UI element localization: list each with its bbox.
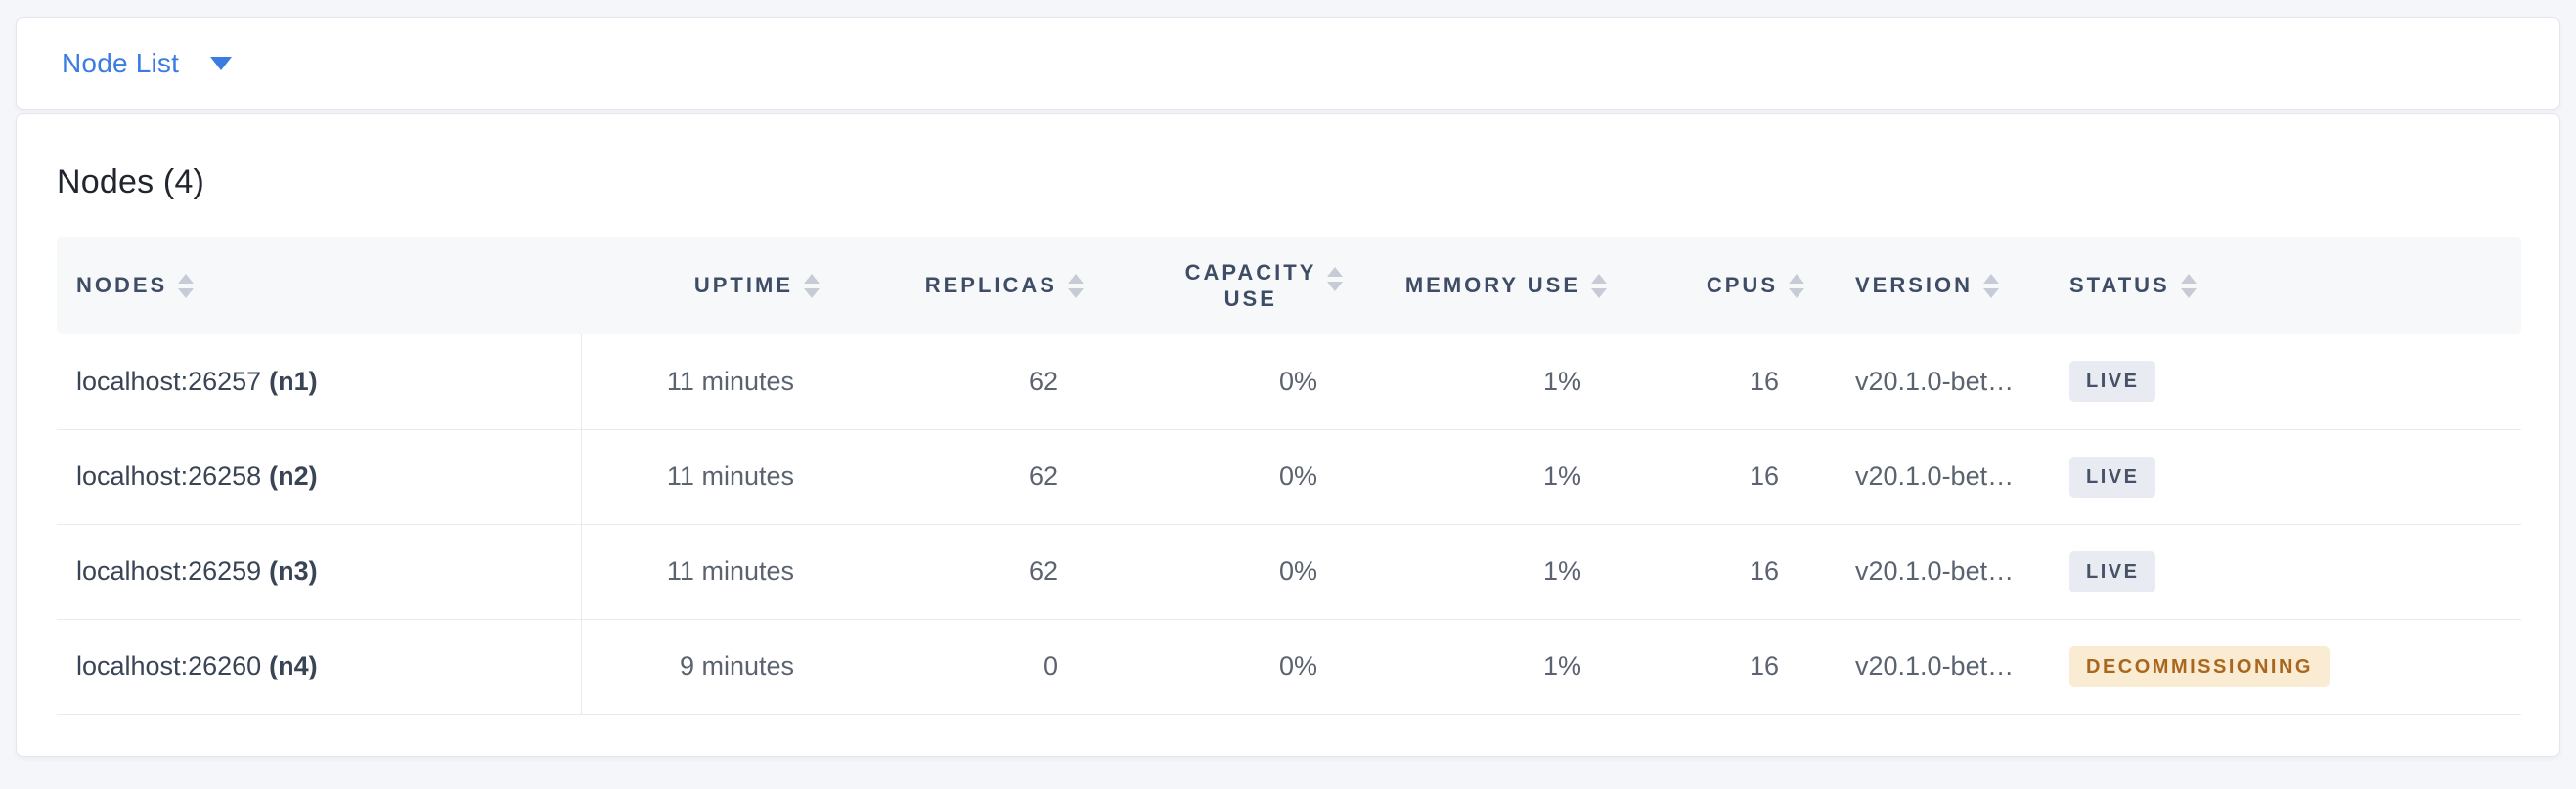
uptime-cell: 11 minutes	[666, 366, 794, 396]
node-id: (n2)	[269, 461, 318, 491]
table-row: localhost:26257 (n1) 11 minutes 62 0% 1% …	[57, 334, 2521, 429]
node-id: (n1)	[269, 366, 318, 396]
cpus-cell: 16	[1749, 366, 1779, 396]
view-selector-label: Node List	[62, 47, 180, 78]
uptime-cell: 11 minutes	[666, 556, 794, 586]
page-title: Nodes (4)	[57, 163, 205, 200]
memory-use-cell: 1%	[1542, 651, 1581, 680]
column-header-node[interactable]: NODES	[57, 237, 581, 334]
column-header-label: STATUS	[2069, 273, 2170, 298]
sort-icon	[1983, 273, 2000, 298]
node-address-cell: localhost:26257 (n1)	[57, 334, 582, 429]
version-cell: v20.1.0-bet…	[1855, 461, 2015, 491]
sort-icon	[2180, 273, 2197, 298]
status-badge: DECOMMISSIONING	[2069, 645, 2330, 687]
column-header-memory[interactable]: MEMORY USE	[1358, 237, 1622, 334]
sort-icon	[1789, 273, 1804, 298]
capacity-use-cell: 0%	[1278, 556, 1317, 586]
status-badge: LIVE	[2069, 550, 2156, 592]
replicas-cell: 62	[1028, 556, 1058, 586]
node-address-cell: localhost:26260 (n4)	[57, 619, 582, 714]
cpus-cell: 16	[1749, 651, 1779, 680]
status-cell: LIVE	[2050, 429, 2521, 524]
node-id: (n3)	[269, 556, 318, 586]
memory-use-cell: 1%	[1542, 366, 1581, 396]
node-address: localhost:26257	[76, 366, 262, 396]
capacity-use-cell: 0%	[1278, 651, 1317, 680]
column-header-cpus[interactable]: CPUS	[1622, 237, 1820, 334]
status-badge: LIVE	[2069, 456, 2156, 498]
table-row: localhost:26260 (n4) 9 minutes 0 0% 1% 16…	[57, 619, 2521, 714]
replicas-cell: 0	[1043, 651, 1058, 680]
sort-icon	[178, 273, 195, 298]
replicas-cell: 62	[1028, 461, 1058, 491]
version-cell: v20.1.0-bet…	[1855, 651, 2015, 680]
column-header-version[interactable]: VERSION	[1820, 237, 2050, 334]
node-address: localhost:26259	[76, 556, 262, 586]
node-address: localhost:26260	[76, 651, 262, 680]
sort-icon	[1591, 273, 1607, 298]
version-cell: v20.1.0-bet…	[1855, 366, 2015, 396]
column-header-replicas[interactable]: REPLICAS	[835, 237, 1099, 334]
sort-icon	[804, 273, 820, 298]
column-header-uptime[interactable]: UPTIME	[581, 237, 835, 334]
memory-use-cell: 1%	[1542, 556, 1581, 586]
node-id: (n4)	[269, 651, 318, 680]
column-header-label: MEMORY USE	[1404, 273, 1580, 298]
version-cell: v20.1.0-bet…	[1855, 556, 2015, 586]
node-address: localhost:26258	[76, 461, 262, 491]
column-header-status[interactable]: STATUS	[2050, 237, 2521, 334]
node-address-cell: localhost:26258 (n2)	[57, 429, 582, 524]
sort-icon	[1068, 273, 1084, 298]
column-header-label: CAPACITY USE	[1184, 259, 1317, 312]
column-header-capacity[interactable]: CAPACITY USE	[1099, 237, 1358, 334]
column-header-label: UPTIME	[693, 273, 793, 298]
table-row: localhost:26259 (n3) 11 minutes 62 0% 1% …	[57, 524, 2521, 619]
status-badge: LIVE	[2069, 361, 2156, 403]
column-header-label: NODES	[76, 273, 168, 298]
view-selector-bar: Node List	[16, 17, 2560, 110]
replicas-cell: 62	[1028, 366, 1058, 396]
table-header-row: NODES UPTIME REPLICAS CAPACITY USE	[57, 237, 2521, 334]
node-address-cell: localhost:26259 (n3)	[57, 524, 582, 619]
chevron-down-icon	[210, 56, 233, 70]
uptime-cell: 9 minutes	[679, 651, 794, 680]
capacity-use-cell: 0%	[1278, 366, 1317, 396]
column-header-label: CPUS	[1706, 273, 1778, 298]
status-cell: DECOMMISSIONING	[2050, 619, 2521, 714]
uptime-cell: 11 minutes	[666, 461, 794, 491]
column-header-label: VERSION	[1855, 273, 1974, 298]
view-selector-dropdown[interactable]: Node List	[62, 47, 233, 79]
cpus-cell: 16	[1749, 461, 1779, 491]
nodes-panel: Nodes (4) NODES UPTIME REPLICAS	[16, 113, 2560, 757]
memory-use-cell: 1%	[1542, 461, 1581, 491]
sort-icon	[1327, 266, 1343, 291]
capacity-use-cell: 0%	[1278, 461, 1317, 491]
status-cell: LIVE	[2050, 334, 2521, 429]
column-header-label: REPLICAS	[924, 273, 1057, 298]
status-cell: LIVE	[2050, 524, 2521, 619]
table-row: localhost:26258 (n2) 11 minutes 62 0% 1% …	[57, 429, 2521, 524]
nodes-table: NODES UPTIME REPLICAS CAPACITY USE	[57, 237, 2521, 715]
cpus-cell: 16	[1749, 556, 1779, 586]
